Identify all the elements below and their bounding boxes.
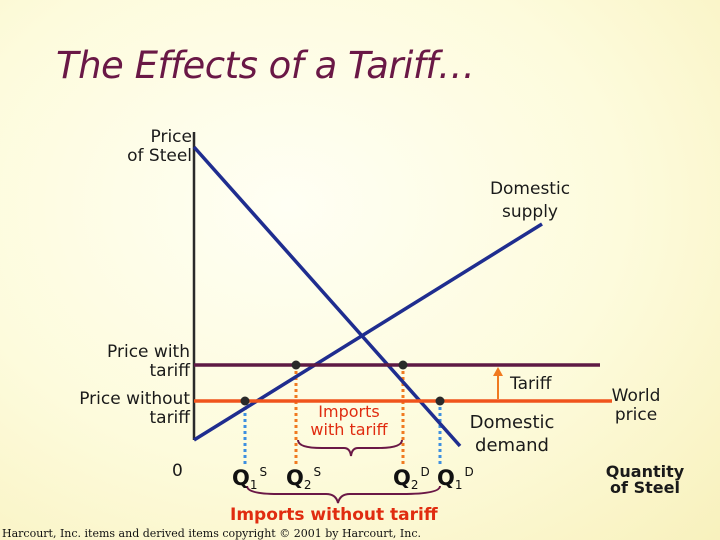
domestic-demand-curve xyxy=(192,145,462,448)
q1d-label: Q1D xyxy=(437,465,474,492)
imports-with-tariff-brace xyxy=(297,439,403,457)
point-q1s xyxy=(240,396,250,406)
q1s-label: Q1S xyxy=(232,465,268,492)
y-axis-label: Price of Steel xyxy=(127,127,192,166)
world-price-label: World price xyxy=(611,386,661,425)
price-without-tariff-label: Price without tariff xyxy=(79,389,190,428)
imports-without-tariff-label: Imports without tariff xyxy=(230,505,438,525)
domestic-demand-label: Domestic demand xyxy=(469,412,555,456)
page-title: The Effects of a Tariff… xyxy=(56,44,475,87)
domestic-supply-curve xyxy=(193,222,543,442)
q2s-label: Q2S xyxy=(286,465,322,492)
q2d-label: Q2D xyxy=(393,465,430,492)
tariff-label: Tariff xyxy=(510,374,552,394)
point-q2d xyxy=(398,360,408,370)
domestic-supply-label: Domestic supply xyxy=(489,179,571,222)
point-q2s xyxy=(291,360,301,370)
x-axis-label: Quantity of Steel xyxy=(605,462,685,497)
copyright-notice: Harcourt, Inc. items and derived items c… xyxy=(2,527,421,540)
imports-without-tariff-brace xyxy=(246,485,441,504)
price-with-tariff-label: Price with tariff xyxy=(107,342,190,381)
tariff-arrow-head xyxy=(493,367,503,376)
origin-label: 0 xyxy=(172,461,183,481)
imports-with-tariff-label: Imports with tariff xyxy=(310,402,388,439)
point-q1d xyxy=(435,396,445,406)
